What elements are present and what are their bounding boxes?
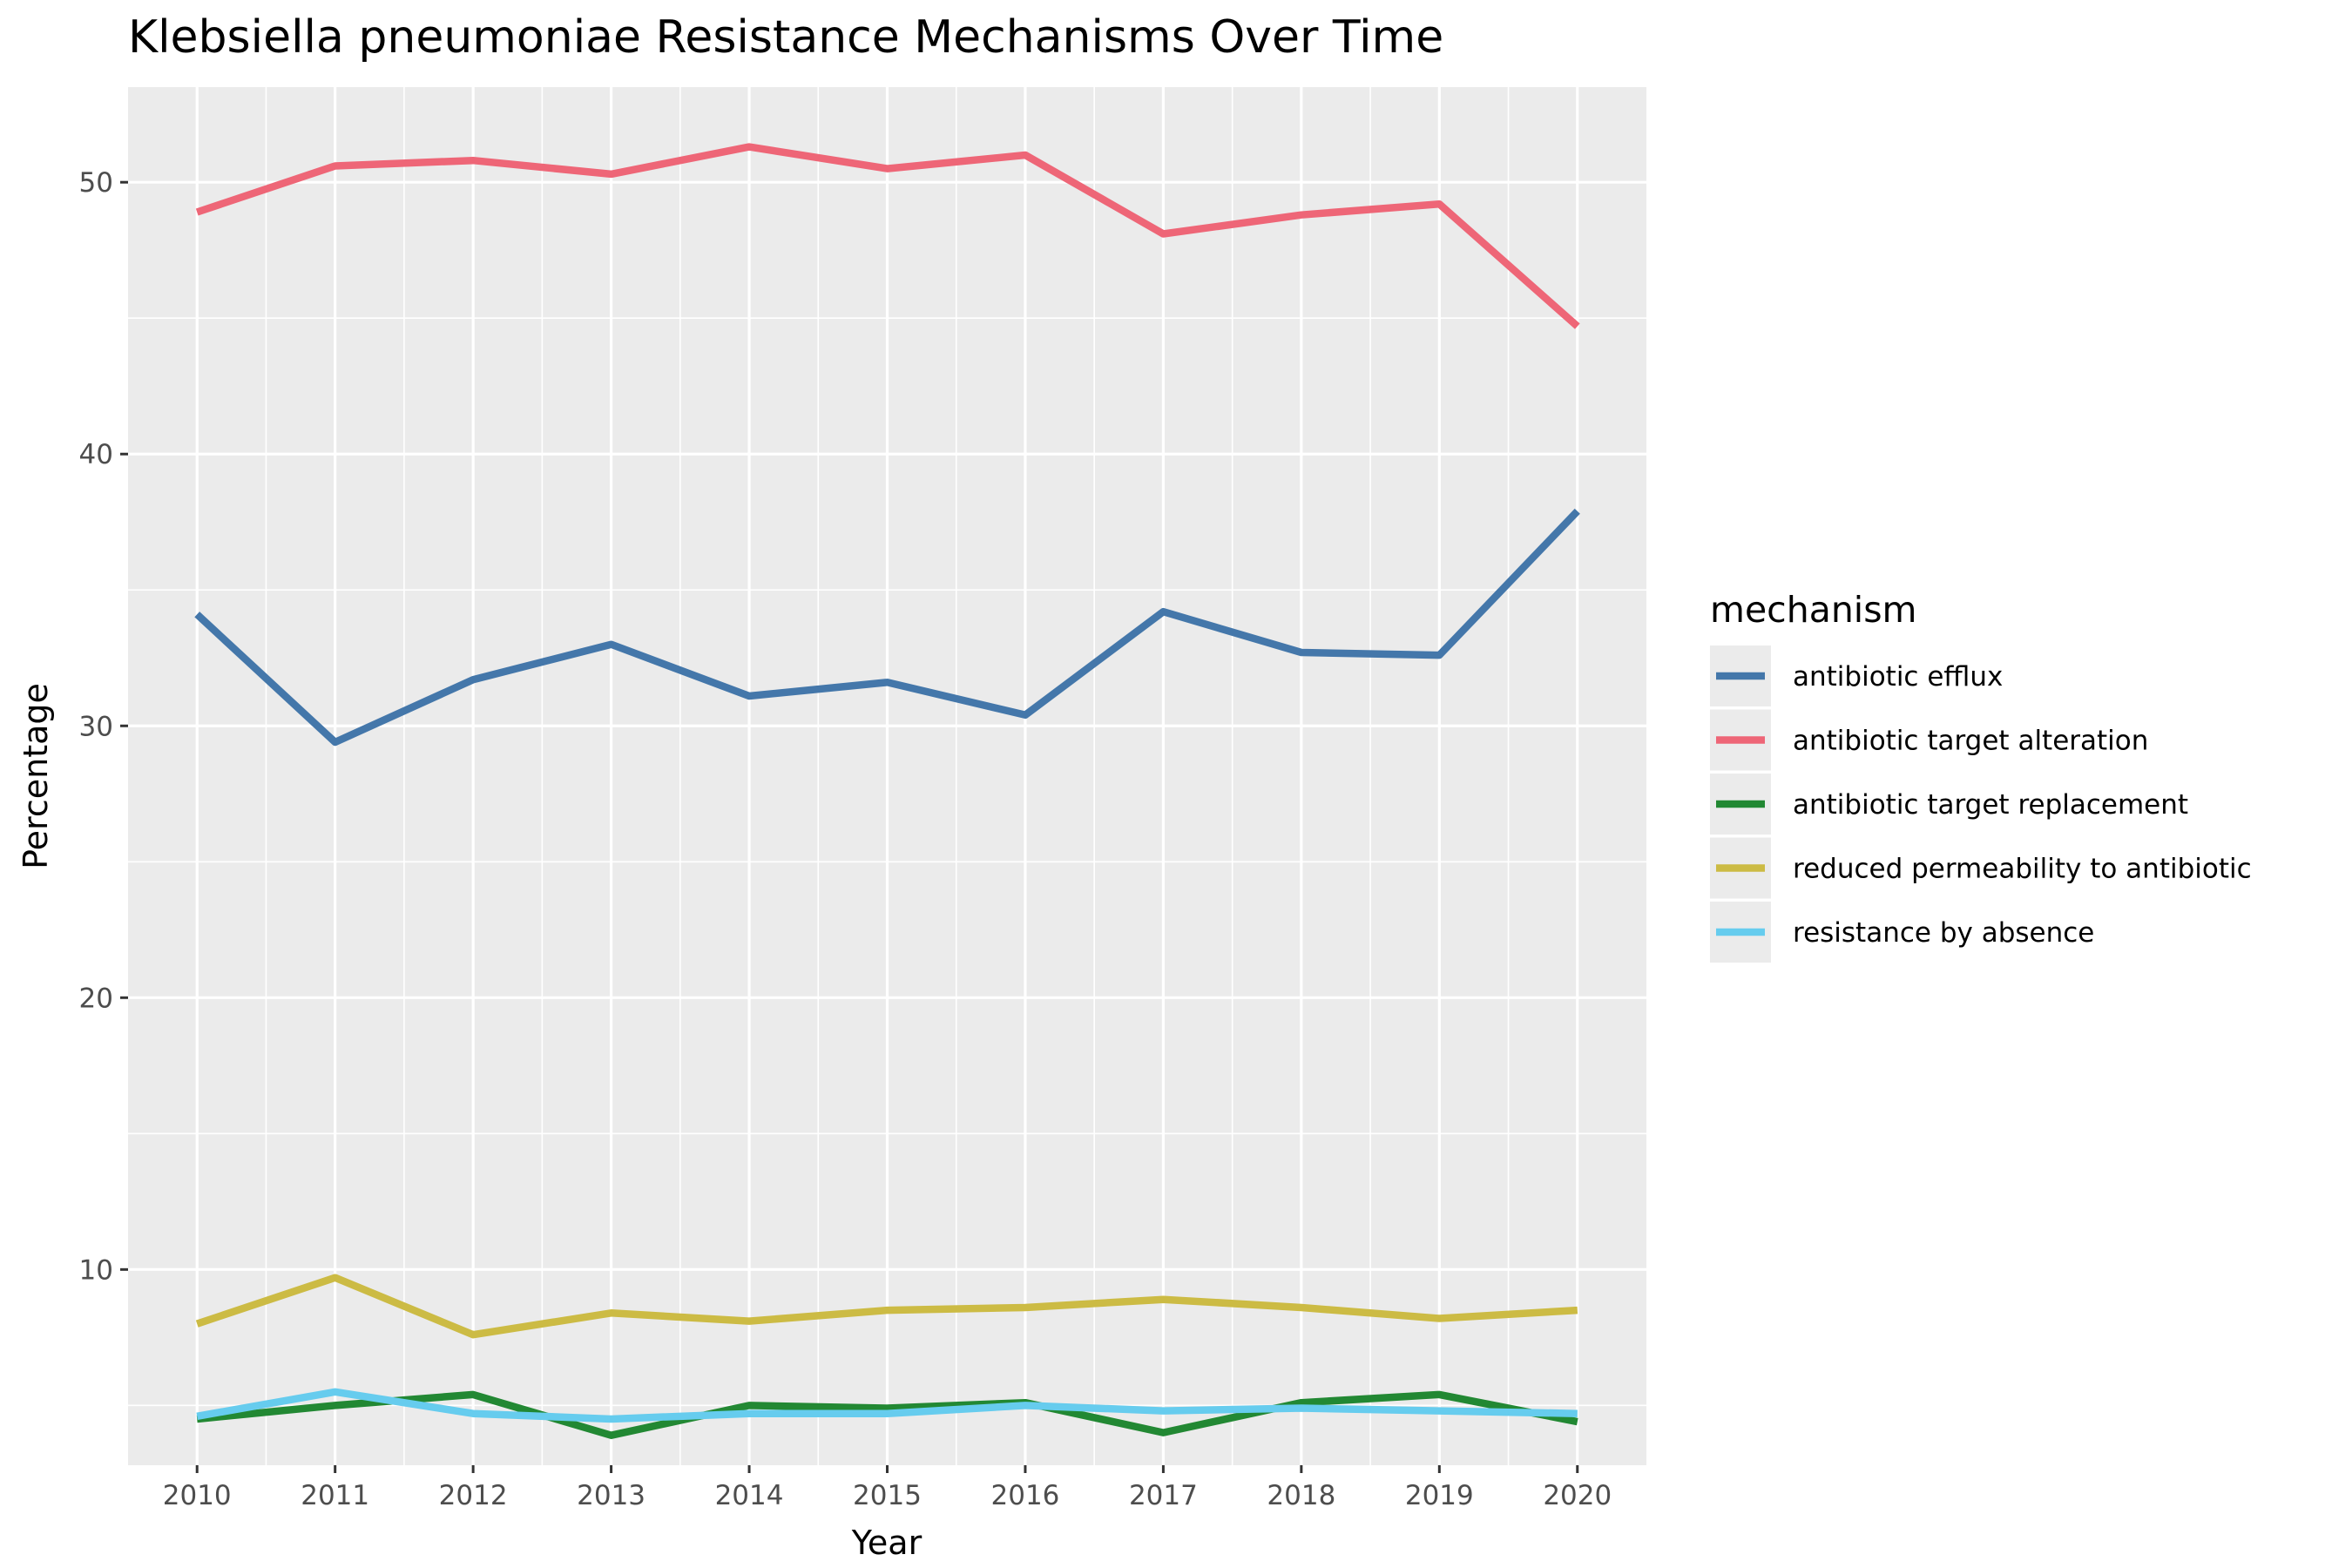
- x-axis: 2010 2011 2012 2013 2014 2015 2016 2017 2018 2019…: [163, 1465, 1612, 1511]
- series-line-antibiotic-target-replacement: [196, 1390, 1578, 1439]
- legend-title: mechanism: [1710, 589, 1917, 631]
- x-tick-label: 2015: [853, 1480, 922, 1511]
- series-line-antibiotic-target-alteration: [195, 143, 1580, 329]
- x-tick-label: 2012: [439, 1480, 508, 1511]
- legend-item: antibiotic efflux: [1710, 645, 2003, 706]
- x-tick-label: 2013: [577, 1480, 645, 1511]
- legend-items: antibiotic efflux antibiotic target alter…: [1710, 645, 2252, 963]
- x-tick-label: 2016: [991, 1480, 1060, 1511]
- x-tick-label: 2011: [301, 1480, 369, 1511]
- series-line-resistance-by-absence: [196, 1388, 1578, 1423]
- legend-item: antibiotic target replacement: [1710, 774, 2188, 835]
- series-lines: [194, 143, 1580, 1439]
- y-tick-label: 50: [79, 167, 113, 199]
- legend-label: reduced permeability to antibiotic: [1793, 854, 2252, 885]
- y-axis-title: Percentage: [17, 683, 55, 869]
- y-tick-label: 20: [79, 983, 113, 1014]
- legend-label: antibiotic efflux: [1793, 661, 2003, 693]
- x-axis-title: Year: [851, 1524, 923, 1562]
- chart-title: Klebsiella pneumoniae Resistance Mechani…: [128, 11, 1443, 64]
- x-tick-label: 2018: [1267, 1480, 1335, 1511]
- legend-label: resistance by absence: [1793, 917, 2094, 949]
- y-tick-label: 30: [79, 711, 113, 742]
- x-tick-label: 2014: [715, 1480, 784, 1511]
- legend-label: antibiotic target alteration: [1793, 726, 2148, 757]
- legend-item: antibiotic target alteration: [1710, 709, 2148, 771]
- x-tick-label: 2020: [1543, 1480, 1612, 1511]
- x-tick-label: 2019: [1405, 1480, 1474, 1511]
- legend: mechanism antibiotic efflux antibiotic ta…: [1710, 589, 2252, 963]
- series-line-reduced-permeability-to-antibiotic: [195, 1274, 1578, 1339]
- x-tick-label: 2017: [1129, 1480, 1198, 1511]
- y-tick-label: 10: [79, 1254, 113, 1286]
- x-tick-label: 2010: [163, 1480, 232, 1511]
- y-axis: 10 20 30 40 50: [79, 167, 128, 1286]
- y-tick-label: 40: [79, 439, 113, 470]
- grid-major: [128, 87, 1646, 1465]
- legend-label: antibiotic target replacement: [1793, 789, 2188, 821]
- legend-item: resistance by absence: [1710, 902, 2094, 963]
- series-line-antibiotic-efflux: [194, 508, 1580, 747]
- legend-item: reduced permeability to antibiotic: [1710, 837, 2252, 899]
